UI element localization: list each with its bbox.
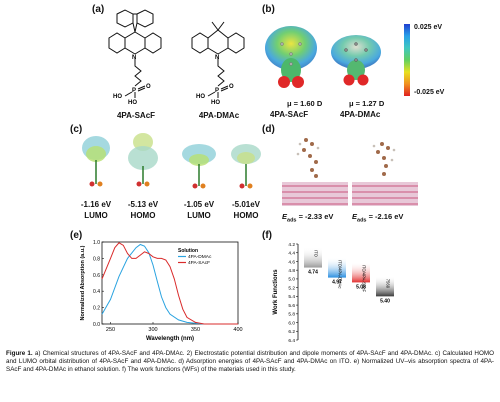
legend-entry-1: 4PA-DMAc	[188, 254, 212, 260]
dipole-moment-4pa-sacf: μ = 1.60 D	[287, 99, 323, 108]
bar-value-label-3: 5.08	[356, 284, 366, 290]
chemical-structure-4pa-sacf: N P O HO HO	[108, 9, 162, 106]
y-tick-label: 0.8	[93, 256, 100, 262]
esp-map-4pa-sacf	[265, 26, 317, 88]
y-tick-label: 0.2	[93, 306, 100, 312]
oxygen-label: O	[229, 84, 234, 90]
molecule-name-4pa-sacf: 4PA-SAcF	[116, 111, 156, 120]
y-tick-label: 0.0	[93, 322, 100, 328]
adsorption-slab-2	[352, 142, 418, 206]
orbital-energy-3: -1.05 eV	[183, 200, 215, 209]
figure-caption: Figure 1. a) Chemical structures of 4PA-…	[6, 350, 494, 375]
orbital-energy-2: -5.13 eV	[127, 200, 159, 209]
bar-category-label-2: ITO/4PA-DMAc	[338, 260, 343, 288]
orbital-label-1: LUMO	[84, 211, 108, 220]
panel-a-letter: (a)	[92, 4, 105, 15]
y-axis-label: Normalized Absorption (a.u.)	[80, 245, 86, 320]
orbital-label-2: HOMO	[130, 211, 156, 220]
x-tick-label: 350	[191, 327, 200, 333]
series-line-1	[101, 243, 238, 325]
phosphorus-label: P	[132, 88, 136, 94]
panel-b-letter: (b)	[262, 4, 275, 15]
hydroxyl-label: HO	[113, 94, 122, 100]
y-tick-label: 5.2	[288, 285, 295, 291]
x-tick-label: 250	[106, 327, 115, 333]
y-tick-label: 4.8	[288, 268, 295, 274]
y-tick-label: 4.4	[288, 251, 295, 257]
y-tick-label: 5.4	[288, 294, 295, 300]
esp-name-4pa-dmac: 4PA-DMAc	[340, 110, 381, 119]
uv-vis-chart: 250 300 350 400 0.0 0.2 0.4 0.6 0.8 1.0 Wavelength…	[80, 240, 243, 342]
work-function-bar-2	[328, 257, 346, 278]
dipole-moment-4pa-dmac: μ = 1.27 D	[349, 99, 385, 108]
x-tick-label: 400	[233, 327, 242, 333]
orbital-energy-1: -1.16 eV	[80, 200, 112, 209]
y-tick-label: 5.6	[288, 303, 295, 309]
y-tick-label: 6.2	[288, 329, 295, 335]
orbital-image-4	[231, 144, 261, 189]
y-tick-label: 5.8	[288, 312, 295, 318]
work-function-bar-3	[352, 262, 370, 283]
y-tick-label: 6.4	[288, 338, 295, 344]
orbital-image-3	[182, 144, 216, 189]
series-line-2	[101, 242, 238, 325]
y-tick-label: 0.4	[93, 289, 100, 295]
x-tick-label: 300	[148, 327, 157, 333]
esp-scale-bottom: -0.025 eV	[414, 89, 445, 96]
panel-e-letter: (e)	[70, 230, 83, 241]
panel-d-letter: (d)	[262, 124, 275, 135]
panel-c-letter: (c)	[70, 124, 83, 135]
plot-frame	[101, 241, 239, 325]
orbital-label-3: LUMO	[187, 211, 211, 220]
adsorption-energy-2: Eads = -2.16 eV	[352, 212, 404, 224]
y-tick-label: 0.6	[93, 273, 100, 279]
work-function-chart: 4.2 4.4 4.6 4.8 5.0 5.2 5.4 5.6 5.8 6.0 6.2 6.4 Work…	[273, 242, 394, 344]
hydroxyl-label-2: HO	[128, 100, 137, 106]
nitrogen-label: N	[132, 55, 136, 61]
orbital-energy-4: -5.01eV	[231, 200, 261, 209]
x-axis-label: Wavelength (nm)	[146, 336, 194, 342]
oxygen-label: O	[146, 84, 151, 90]
y-tick-label: 5.0	[288, 277, 295, 283]
y-tick-label: 4.6	[288, 259, 295, 265]
bar-value-label-4: 5.40	[380, 298, 390, 304]
bar-category-label-3: ITO/4PA-SAcF	[362, 265, 367, 293]
work-function-bar-4	[376, 276, 394, 297]
esp-scale-top: 0.025 eV	[414, 24, 443, 31]
esp-color-scale	[404, 24, 410, 96]
esp-map-4pa-dmac	[331, 35, 381, 86]
hydroxyl-label: HO	[196, 94, 205, 100]
y-tick-label: 4.2	[288, 242, 295, 248]
y-tick-label: 6.0	[288, 320, 295, 326]
adsorption-energy-1: Eads = -2.33 eV	[282, 212, 334, 224]
panel-f-letter: (f)	[262, 230, 272, 241]
nitrogen-label: N	[215, 55, 219, 61]
phosphorus-label: P	[215, 88, 219, 94]
y-axis-label: Work Functions	[273, 269, 279, 315]
legend-title: Solution	[178, 248, 198, 254]
legend-entry-2: 4PA-SAcF	[188, 260, 210, 266]
orbital-label-4: HOMO	[233, 211, 259, 220]
bar-category-label-4: 7560	[386, 279, 391, 289]
chemical-structure-4pa-dmac: N P O HO HO	[191, 21, 245, 106]
bar-value-label-1: 4.74	[308, 270, 318, 276]
caption-text: a) Chemical structures of 4PA-SAcF and 4…	[6, 350, 494, 374]
bar-category-label-1: ITO	[314, 250, 319, 258]
bar-value-label-2: 4.97	[332, 280, 342, 286]
esp-name-4pa-sacf: 4PA-SAcF	[270, 110, 309, 119]
molecule-name-4pa-dmac: 4PA-DMAc	[198, 111, 240, 120]
adsorption-slab-1	[282, 138, 348, 206]
orbital-image-1	[82, 136, 110, 187]
work-function-bar-1	[304, 247, 322, 268]
y-tick-label: 1.0	[93, 240, 100, 246]
caption-label: Figure 1.	[6, 350, 33, 357]
hydroxyl-label-2: HO	[211, 100, 220, 106]
orbital-image-2	[128, 133, 158, 187]
